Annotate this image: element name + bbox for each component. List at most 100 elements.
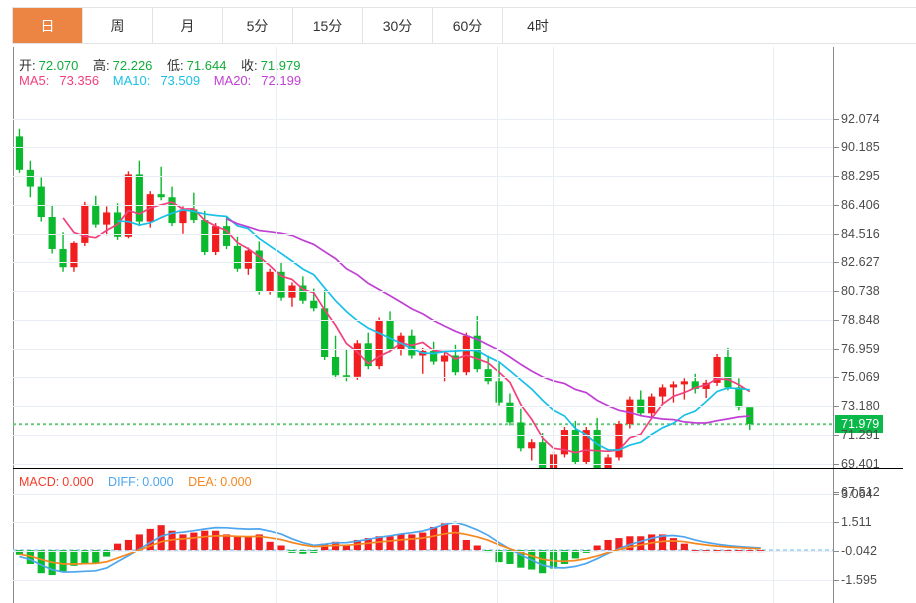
tab-0[interactable]: 日 — [13, 8, 83, 43]
ma10-line — [117, 209, 750, 451]
price-axis-tick — [834, 319, 839, 321]
macd-axis-label: 1.511 — [841, 515, 872, 530]
price-axis-label: 80.738 — [841, 284, 880, 298]
macd-axis: 3.064 1.511 -0.042 -1.595 — [833, 469, 903, 603]
gridline-horizontal — [13, 319, 833, 321]
candle-body — [70, 242, 78, 268]
tab-1[interactable]: 周 — [83, 8, 153, 43]
macd-histogram-bar — [113, 543, 122, 551]
tab-4[interactable]: 15分 — [293, 8, 363, 43]
macd-histogram-bar — [658, 534, 667, 551]
candle-body — [37, 186, 45, 218]
macd-histogram-bar — [451, 525, 460, 551]
macd-histogram-bar — [669, 538, 678, 551]
candle-body — [582, 430, 590, 462]
macd-histogram-bar — [103, 550, 111, 557]
macd-pane: MACD: 0.000 DIFF: 0.000 DEA: 0.000 3.064 1.5… — [13, 468, 903, 603]
macd-axis-label: -0.042 — [841, 543, 878, 558]
price-axis-label: 82.627 — [841, 255, 880, 270]
candle-body — [299, 285, 307, 301]
price-axis-tick — [834, 233, 839, 235]
macd-histogram-bar — [146, 528, 154, 551]
candle-body — [615, 423, 623, 458]
macd-histogram-bar — [375, 536, 383, 551]
gridline-vertical — [276, 47, 277, 468]
macd-histogram-bar — [386, 536, 394, 551]
price-axis-tick — [834, 291, 839, 292]
gridline-horizontal — [13, 204, 833, 206]
macd-histogram-bar — [364, 538, 372, 551]
macd-histogram-bar — [233, 536, 242, 551]
macd-histogram-bar — [190, 532, 198, 551]
tabbar-filler — [570, 7, 916, 44]
macd-axis-tick — [834, 579, 839, 581]
candle-body — [669, 384, 678, 388]
candle-body — [244, 250, 252, 269]
price-plot-area[interactable]: 开: 72.070 高: 72.226 低: 71.644 收: 71.979 MA5:… — [13, 47, 833, 468]
candle-body — [506, 402, 514, 423]
gridline-vertical — [553, 47, 554, 468]
macd-histogram-bar — [539, 550, 547, 574]
macd-histogram-bar — [92, 550, 100, 564]
candle-body — [168, 197, 176, 224]
gridline-horizontal — [13, 493, 833, 495]
tab-2[interactable]: 月 — [153, 8, 223, 43]
price-axis-label: 92.074 — [841, 111, 880, 126]
tab-6[interactable]: 60分 — [433, 8, 503, 43]
gridline-vertical — [553, 469, 554, 603]
price-axis-tick — [834, 463, 839, 465]
candle-body — [135, 174, 143, 222]
macd-histogram-bar — [615, 538, 623, 551]
gridline-horizontal — [13, 291, 833, 292]
macd-histogram-bar — [637, 536, 645, 551]
candle-body — [277, 271, 285, 298]
macd-histogram-bar — [560, 550, 569, 564]
macd-plot-area[interactable]: MACD: 0.000 DIFF: 0.000 DEA: 0.000 — [13, 469, 833, 603]
price-axis-label: 76.959 — [841, 341, 880, 356]
macd-histogram-bar — [342, 544, 351, 551]
macd-axis-label: -1.595 — [841, 572, 878, 587]
gridline-horizontal — [13, 233, 833, 235]
candle-body — [190, 209, 198, 221]
price-axis-label: 75.069 — [841, 370, 880, 385]
tab-5[interactable]: 30分 — [363, 8, 433, 43]
tab-3[interactable]: 5分 — [223, 8, 293, 43]
macd-histogram-bar — [201, 530, 209, 551]
candle-body — [604, 457, 612, 468]
macd-histogram-bar — [124, 539, 133, 551]
diff-line — [19, 521, 761, 573]
macd-histogram-bar — [408, 534, 416, 551]
candle-body — [310, 300, 318, 309]
gridline-horizontal — [13, 377, 833, 379]
candle-body — [59, 248, 67, 268]
macd-histogram-bar — [604, 539, 612, 551]
ma20-line — [226, 218, 750, 424]
macd-histogram-bar — [135, 534, 143, 551]
tab-7[interactable]: 4时 — [503, 8, 573, 43]
gridline-horizontal — [13, 550, 833, 552]
macd-histogram-bar — [26, 550, 34, 564]
price-axis-tick — [834, 492, 839, 494]
candle-body — [735, 387, 743, 408]
macd-histogram-bar — [440, 523, 449, 551]
candle-body — [495, 381, 503, 403]
price-axis-label: 71.291 — [841, 427, 880, 442]
dea-line — [19, 531, 761, 565]
macd-histogram-bar — [299, 550, 307, 554]
macd-histogram-bar — [59, 550, 67, 572]
timeframe-tabbar[interactable]: 日周月 5分 15分 30分 60分 4时 — [12, 7, 574, 44]
macd-histogram-bar — [157, 525, 165, 551]
candle-body — [201, 220, 209, 253]
gridline-vertical — [497, 47, 498, 468]
macd-axis-tick — [834, 493, 839, 495]
candle-body — [440, 355, 449, 362]
candle-body — [353, 343, 361, 377]
price-axis-tick — [834, 262, 839, 264]
macd-axis-tick — [834, 550, 839, 552]
candle-body — [451, 355, 460, 373]
macd-histogram-bar — [571, 550, 579, 559]
candle-body — [179, 209, 187, 224]
candle-body — [560, 430, 569, 455]
macd-histogram-bar — [15, 550, 24, 555]
gridline-vertical — [276, 469, 277, 603]
